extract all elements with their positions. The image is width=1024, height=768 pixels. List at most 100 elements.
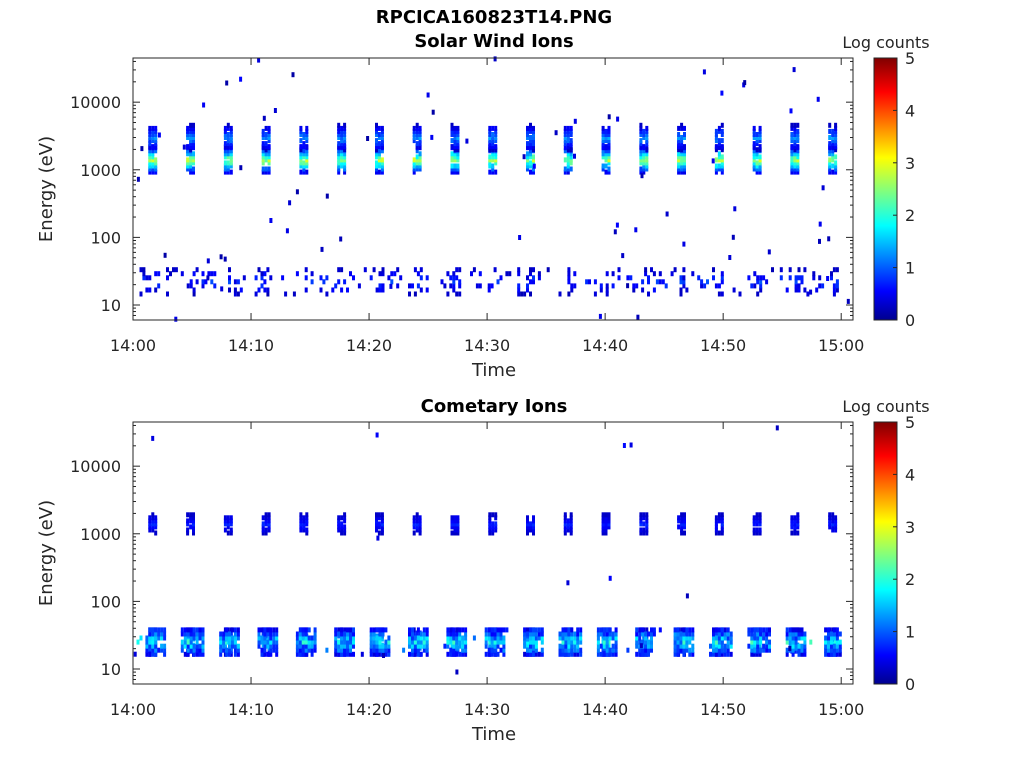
- heatmap-cell: [608, 635, 612, 641]
- x-tick-label: 15:00: [818, 336, 864, 355]
- heatmap-cell: [605, 631, 609, 637]
- heatmap-cell: [752, 527, 756, 533]
- colorbar-tick-label: 2: [905, 206, 915, 225]
- heatmap-cell: [720, 627, 724, 633]
- heatmap-cell: [446, 639, 450, 645]
- heatmap-cell: [726, 635, 730, 641]
- heatmap-cell: [166, 267, 169, 273]
- heatmap-cell: [494, 135, 498, 140]
- heatmap-cell: [641, 279, 645, 285]
- heatmap-cell: [629, 275, 633, 281]
- heatmap-cell: [189, 639, 193, 645]
- heatmap-cell: [679, 291, 683, 297]
- heatmap-cell: [714, 651, 718, 657]
- heatmap-cell: [607, 166, 611, 172]
- heatmap-cell: [340, 125, 344, 131]
- heatmap-cell: [767, 249, 771, 255]
- heatmap-cell: [682, 643, 686, 649]
- heatmap-cell: [598, 313, 602, 319]
- heatmap-cell: [642, 169, 646, 175]
- heatmap-cell: [604, 515, 608, 521]
- heatmap-cell: [452, 275, 456, 281]
- heatmap-cell: [133, 651, 137, 657]
- heatmap-cell: [233, 287, 237, 293]
- heatmap-cell: [378, 627, 382, 633]
- heatmap-cell: [453, 166, 457, 172]
- heatmap-cell: [569, 515, 573, 521]
- heatmap-cell: [456, 524, 460, 530]
- heatmap-cell: [570, 283, 574, 289]
- heatmap-cell: [452, 647, 456, 653]
- heatmap-cell: [275, 631, 279, 637]
- heatmap-cell: [305, 515, 309, 521]
- heatmap-cell: [752, 163, 756, 169]
- heatmap-cell: [677, 160, 681, 166]
- heatmap-cell: [680, 157, 684, 163]
- heatmap-cell: [260, 639, 264, 645]
- heatmap-cell: [233, 627, 237, 633]
- heatmap-cell: [828, 148, 832, 154]
- heatmap-cell: [796, 128, 800, 134]
- heatmap-cell: [189, 157, 193, 163]
- heatmap-cell: [160, 643, 164, 649]
- heatmap-cell: [680, 125, 684, 131]
- heatmap-cell: [673, 647, 677, 653]
- heatmap-cell: [192, 154, 195, 160]
- heatmap-cell: [488, 163, 492, 169]
- heatmap-cell: [639, 643, 643, 649]
- heatmap-cell: [790, 524, 794, 530]
- heatmap-cell: [233, 651, 237, 657]
- heatmap-cell: [478, 271, 482, 277]
- heatmap-cell: [213, 271, 217, 277]
- heatmap-cell: [453, 530, 457, 536]
- heatmap-cell: [601, 518, 605, 524]
- heatmap-cell: [142, 267, 146, 273]
- heatmap-cell: [639, 122, 643, 128]
- heatmap-cell: [387, 639, 391, 645]
- heatmap-cell: [534, 631, 538, 637]
- heatmap-cell: [831, 132, 835, 137]
- heatmap-cell: [680, 138, 684, 144]
- heatmap-cell: [569, 151, 573, 157]
- colorbar-tick-label: 4: [905, 101, 915, 120]
- heatmap-cell: [145, 643, 149, 649]
- heatmap-cell: [712, 647, 715, 653]
- heatmap-cell: [418, 154, 422, 160]
- heatmap-cell: [677, 524, 681, 530]
- heatmap-cell: [340, 651, 344, 657]
- heatmap-cell: [526, 163, 529, 169]
- heatmap-cell: [607, 160, 611, 166]
- heatmap-cell: [154, 651, 158, 657]
- heatmap-cell: [569, 160, 573, 166]
- heatmap-cell: [683, 144, 686, 150]
- heatmap-cell: [593, 291, 597, 297]
- heatmap-cell: [683, 515, 686, 521]
- heatmap-cell: [487, 647, 491, 653]
- heatmap-cell: [148, 132, 152, 137]
- heatmap-cell: [691, 651, 695, 657]
- heatmap-cell: [340, 527, 344, 533]
- heatmap-cell: [832, 651, 836, 657]
- heatmap-cell: [682, 241, 686, 247]
- heatmap-cell: [831, 135, 835, 140]
- heatmap-cell: [834, 144, 838, 150]
- heatmap-cell: [755, 521, 759, 527]
- heatmap-cell: [526, 160, 529, 166]
- heatmap-cell: [755, 518, 759, 524]
- heatmap-cell: [301, 631, 305, 637]
- heatmap-cell: [758, 147, 762, 153]
- heatmap-cell: [272, 639, 276, 645]
- heatmap-cell: [753, 271, 757, 277]
- heatmap-cell: [508, 271, 512, 277]
- heatmap-cell: [154, 160, 158, 166]
- heatmap-cell: [349, 631, 352, 637]
- heatmap-cell: [720, 635, 724, 641]
- heatmap-cell: [680, 135, 684, 140]
- heatmap-cell: [189, 169, 193, 175]
- heatmap-cell: [639, 160, 643, 166]
- heatmap-cell: [233, 647, 237, 653]
- heatmap-cell: [337, 141, 341, 147]
- heatmap-cell: [154, 157, 158, 163]
- heatmap-cell: [192, 141, 195, 147]
- heatmap-cell: [601, 527, 605, 533]
